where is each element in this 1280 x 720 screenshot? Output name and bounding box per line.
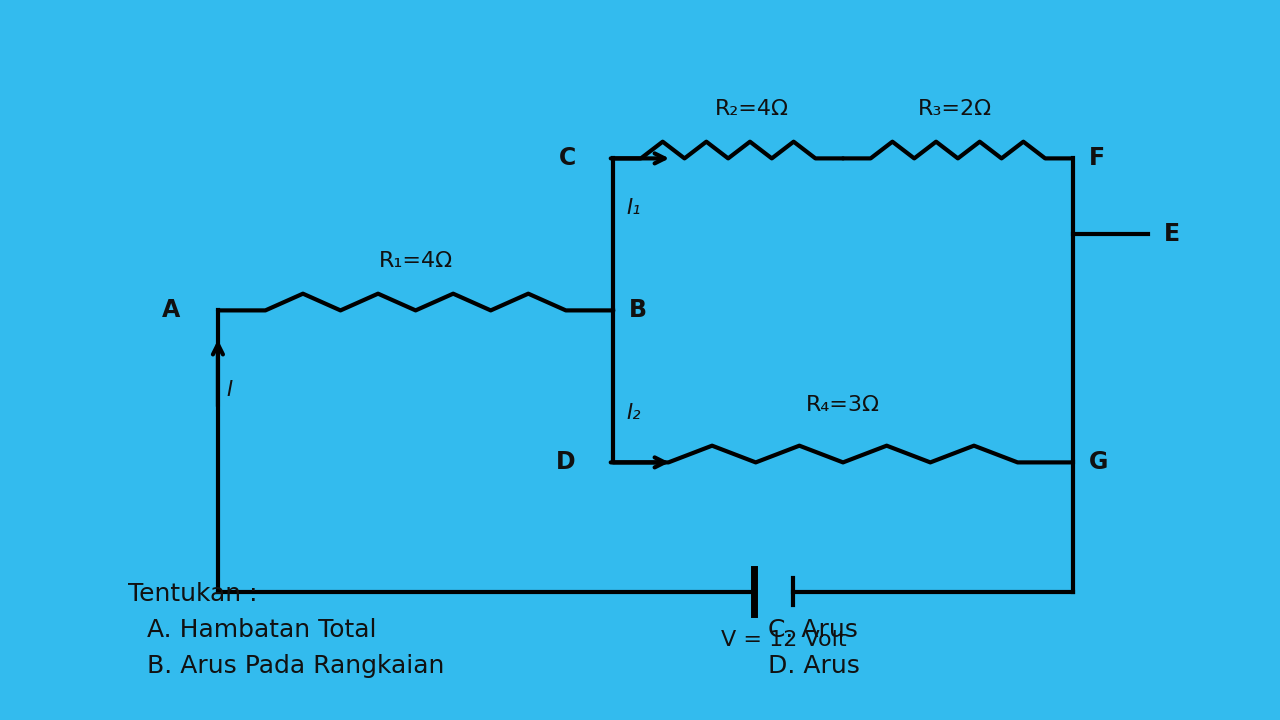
Text: Tentukan :: Tentukan : bbox=[128, 582, 257, 606]
Text: A. Hambatan Total: A. Hambatan Total bbox=[147, 618, 376, 642]
Text: R₄=3Ω: R₄=3Ω bbox=[806, 395, 881, 415]
Text: I₁: I₁ bbox=[626, 198, 640, 217]
Text: R₂=4Ω: R₂=4Ω bbox=[716, 99, 790, 119]
Text: B. Arus Pada Rangkaian: B. Arus Pada Rangkaian bbox=[147, 654, 444, 678]
Text: R₃=2Ω: R₃=2Ω bbox=[918, 99, 992, 119]
Text: B: B bbox=[630, 298, 648, 323]
Text: C: C bbox=[558, 146, 576, 171]
Text: C. Arus: C. Arus bbox=[768, 618, 858, 642]
Text: A: A bbox=[163, 298, 180, 323]
Text: D: D bbox=[557, 451, 576, 474]
Text: I₂: I₂ bbox=[626, 403, 640, 423]
Text: D. Arus: D. Arus bbox=[768, 654, 860, 678]
Text: G: G bbox=[1089, 451, 1108, 474]
Text: F: F bbox=[1089, 146, 1105, 171]
Text: V = 12 Volt: V = 12 Volt bbox=[722, 629, 847, 649]
Text: R₁=4Ω: R₁=4Ω bbox=[379, 251, 453, 271]
Text: I: I bbox=[227, 380, 233, 400]
Text: E: E bbox=[1164, 222, 1180, 246]
